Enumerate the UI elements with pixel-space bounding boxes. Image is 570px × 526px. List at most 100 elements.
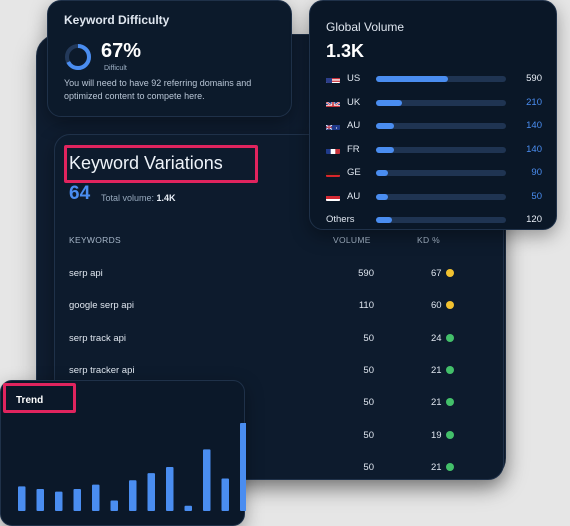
- volume-bar-fill: [376, 170, 388, 176]
- country-volume-value: 210: [526, 96, 542, 108]
- volume-bar-fill: [376, 123, 395, 129]
- total-volume-label: Total volume:: [101, 193, 155, 203]
- trend-bar: [184, 505, 192, 511]
- country-volume-value: 140: [526, 143, 542, 155]
- trend-bar: [36, 489, 44, 511]
- country-row[interactable]: AU 50: [310, 191, 558, 207]
- country-code: AU: [347, 120, 361, 131]
- table-row[interactable]: serp tracker api 50 21: [55, 365, 505, 397]
- keyword-cell[interactable]: serp tracker api: [69, 364, 135, 376]
- table-row[interactable]: 50 21: [55, 462, 505, 494]
- difficulty-donut-icon: [65, 44, 91, 70]
- uk-flag-icon: [326, 98, 340, 107]
- country-volume-value: 50: [531, 190, 542, 202]
- kd-status-dot-icon: [446, 333, 454, 342]
- volume-cell: 50: [363, 397, 374, 409]
- volume-cell: 110: [358, 300, 374, 312]
- column-header-keywords[interactable]: KEYWORDS: [69, 235, 121, 245]
- keyword-cell[interactable]: serp track api: [69, 332, 127, 344]
- global-volume-title: Global Volume: [326, 20, 405, 34]
- country-volume-value: 140: [526, 120, 542, 131]
- kd-status-dot-icon: [446, 365, 454, 374]
- total-volume: Total volume: 1.4K: [101, 193, 176, 203]
- keyword-variations-highlight: [64, 145, 258, 183]
- kd-cell: 67: [431, 268, 442, 279]
- country-code: FR: [347, 143, 360, 155]
- global-volume-total: 1.3K: [326, 41, 365, 61]
- trend-bar: [18, 486, 26, 511]
- country-volume-value: 590: [526, 73, 542, 84]
- country-volume-value: 120: [526, 214, 542, 225]
- country-row[interactable]: AU 140: [310, 120, 558, 136]
- volume-cell: 590: [358, 268, 374, 279]
- difficulty-percent: 67%: [101, 40, 142, 62]
- keyword-difficulty-card: Keyword Difficulty 67% Difficult You wil…: [47, 0, 292, 117]
- trend-bar: [147, 473, 155, 511]
- volume-cell: 50: [363, 332, 374, 344]
- keyword-cell[interactable]: google serp api: [69, 300, 134, 312]
- trend-bar: [166, 467, 174, 511]
- volume-bar-track: [376, 146, 506, 153]
- kd-cell: 21: [431, 397, 442, 409]
- trend-highlight: [3, 383, 76, 413]
- volume-bar-track: [376, 76, 506, 82]
- volume-bar-fill: [376, 76, 448, 82]
- keyword-cell[interactable]: serp api: [69, 268, 103, 279]
- country-row[interactable]: FR 140: [310, 144, 558, 160]
- volume-bar-track: [376, 217, 506, 223]
- country-row[interactable]: Others 120: [310, 214, 558, 230]
- table-row[interactable]: serp track api 50 24: [55, 333, 505, 365]
- column-header-volume[interactable]: VOLUME: [333, 235, 371, 245]
- table-row[interactable]: 50 19: [55, 430, 505, 462]
- country-volume-value: 90: [531, 167, 542, 178]
- fr-flag-icon: [326, 145, 340, 154]
- table-row[interactable]: 50 21: [55, 397, 505, 429]
- difficulty-level: Difficult: [104, 65, 127, 72]
- column-header-kd[interactable]: KD %: [417, 235, 440, 245]
- volume-bar-fill: [376, 193, 388, 200]
- volume-bar-fill: [376, 217, 392, 223]
- trend-bar: [55, 491, 63, 511]
- ge-flag-icon: [326, 168, 340, 177]
- trend-bar: [92, 484, 100, 511]
- volume-bar-track: [376, 170, 506, 176]
- trend-chart: [18, 423, 246, 511]
- table-row[interactable]: serp api 590 67: [55, 268, 505, 300]
- volume-bar-track: [376, 123, 506, 129]
- country-code: GE: [347, 167, 361, 178]
- trend-card: Trend: [0, 380, 246, 526]
- trend-bar: [73, 489, 81, 511]
- volume-bar-track: [376, 193, 506, 200]
- trend-bar: [203, 449, 211, 511]
- us-flag-icon: [326, 74, 340, 83]
- trend-bar: [110, 500, 118, 511]
- volume-cell: 50: [363, 429, 374, 441]
- trend-title: Trend: [16, 395, 44, 406]
- kd-cell: 24: [431, 332, 442, 344]
- keyword-difficulty-title: Keyword Difficulty: [64, 13, 170, 27]
- volume-cell: 50: [363, 461, 374, 473]
- table-row[interactable]: google serp api 110 60: [55, 300, 505, 332]
- kd-status-dot-icon: [446, 269, 454, 277]
- kd-cell: 60: [431, 300, 442, 312]
- kd-status-dot-icon: [446, 462, 454, 471]
- volume-bar-track: [376, 99, 506, 106]
- trend-bar: [129, 480, 137, 511]
- global-volume-card: Global Volume 1.3K US 590 UK 210 AU 140 FR 140 G…: [309, 0, 557, 230]
- volume-bar-fill: [376, 99, 402, 106]
- country-code: AU: [347, 190, 361, 202]
- country-code: US: [347, 73, 361, 84]
- country-code: Others: [326, 214, 355, 225]
- country-row[interactable]: GE 90: [310, 167, 558, 183]
- country-row[interactable]: US 590: [310, 73, 558, 89]
- variations-count: 64: [69, 183, 91, 204]
- total-volume-value: 1.4K: [156, 193, 176, 203]
- country-code: UK: [347, 96, 361, 108]
- difficulty-description: You will need to have 92 referring domai…: [64, 78, 252, 101]
- trend-bar: [240, 423, 246, 511]
- country-row[interactable]: UK 210: [310, 97, 558, 113]
- kd-cell: 19: [431, 429, 442, 441]
- volume-cell: 50: [363, 364, 374, 376]
- kd-cell: 21: [431, 364, 442, 376]
- kd-status-dot-icon: [446, 301, 454, 310]
